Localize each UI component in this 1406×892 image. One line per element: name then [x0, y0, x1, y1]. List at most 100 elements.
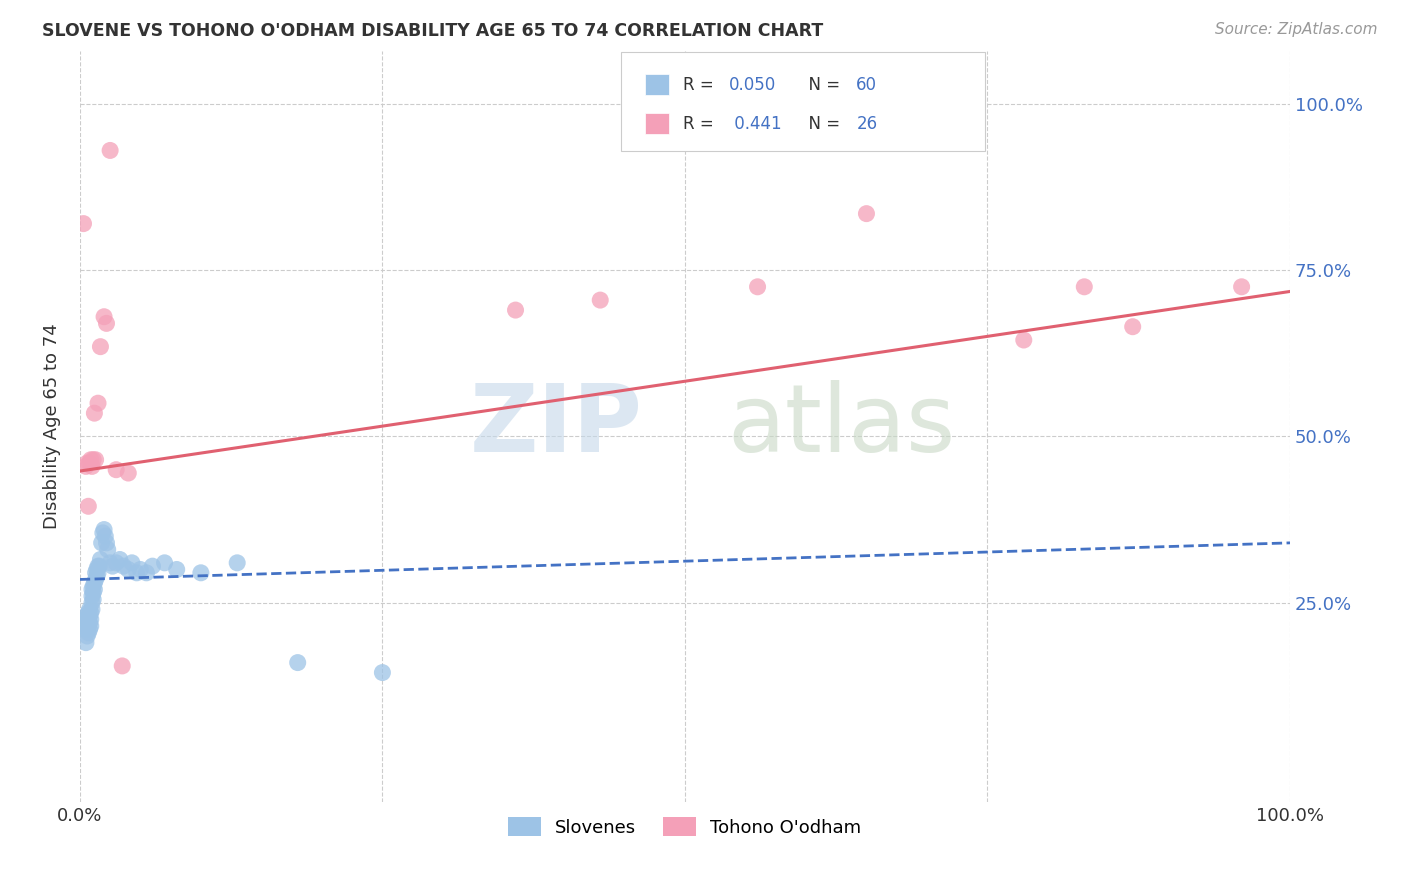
Point — [589, 293, 612, 307]
Point — [86, 562, 108, 576]
Point — [87, 566, 110, 580]
Point — [72, 217, 94, 231]
Point — [98, 144, 121, 158]
Point — [82, 452, 104, 467]
Point — [121, 556, 143, 570]
Point — [90, 536, 112, 550]
Point — [79, 609, 101, 624]
Text: 0.441: 0.441 — [730, 114, 782, 133]
Text: 60: 60 — [856, 76, 877, 94]
Point — [75, 609, 97, 624]
Point — [87, 559, 110, 574]
Text: N =: N = — [799, 114, 845, 133]
Point — [84, 573, 107, 587]
Point — [83, 406, 105, 420]
Point — [1012, 333, 1035, 347]
Text: ZIP: ZIP — [470, 381, 643, 473]
Text: R =: R = — [683, 114, 720, 133]
Point — [98, 556, 121, 570]
Text: Source: ZipAtlas.com: Source: ZipAtlas.com — [1215, 22, 1378, 37]
Text: atlas: atlas — [727, 381, 956, 473]
Point — [1122, 319, 1144, 334]
Point — [76, 629, 98, 643]
Point — [73, 619, 96, 633]
Point — [141, 559, 163, 574]
Point — [80, 452, 103, 467]
Point — [190, 566, 212, 580]
Point — [79, 456, 101, 470]
FancyBboxPatch shape — [645, 113, 669, 134]
Point — [108, 552, 131, 566]
Point — [96, 536, 118, 550]
Text: R =: R = — [683, 76, 720, 94]
Text: 0.050: 0.050 — [730, 76, 776, 94]
Point — [371, 665, 394, 680]
Point — [80, 612, 103, 626]
Point — [166, 562, 188, 576]
Point — [91, 525, 114, 540]
FancyBboxPatch shape — [621, 53, 986, 151]
Point — [80, 619, 103, 633]
Point — [84, 566, 107, 580]
Point — [97, 542, 120, 557]
Point — [80, 582, 103, 597]
Point — [80, 596, 103, 610]
Point — [80, 602, 103, 616]
Point — [83, 575, 105, 590]
Point — [117, 562, 139, 576]
Point — [76, 619, 98, 633]
Point — [505, 303, 527, 318]
Point — [112, 559, 135, 574]
Point — [73, 612, 96, 626]
Point — [93, 523, 115, 537]
Point — [747, 280, 769, 294]
Point — [135, 566, 157, 580]
Point — [80, 606, 103, 620]
Point — [86, 569, 108, 583]
Point — [93, 310, 115, 324]
Point — [1230, 280, 1253, 294]
Point — [82, 586, 104, 600]
Point — [80, 589, 103, 603]
Point — [94, 529, 117, 543]
FancyBboxPatch shape — [645, 74, 669, 95]
Point — [153, 556, 176, 570]
Point — [72, 615, 94, 630]
Point — [105, 556, 128, 570]
Point — [75, 623, 97, 637]
Text: N =: N = — [799, 76, 845, 94]
Legend: Slovenes, Tohono O'odham: Slovenes, Tohono O'odham — [499, 808, 870, 846]
Point — [79, 615, 101, 630]
Point — [77, 500, 100, 514]
Point — [79, 602, 101, 616]
Point — [101, 559, 124, 574]
Point — [125, 566, 148, 580]
Y-axis label: Disability Age 65 to 74: Disability Age 65 to 74 — [44, 324, 60, 529]
Point — [129, 562, 152, 576]
Point — [105, 463, 128, 477]
Point — [77, 606, 100, 620]
Point — [75, 635, 97, 649]
Point — [76, 456, 98, 470]
Point — [111, 659, 134, 673]
Point — [855, 207, 877, 221]
Point — [77, 612, 100, 626]
Point — [87, 396, 110, 410]
Text: 26: 26 — [856, 114, 877, 133]
Point — [89, 340, 111, 354]
Point — [77, 619, 100, 633]
Point — [77, 625, 100, 640]
Text: SLOVENE VS TOHONO O'ODHAM DISABILITY AGE 65 TO 74 CORRELATION CHART: SLOVENE VS TOHONO O'ODHAM DISABILITY AGE… — [42, 22, 824, 40]
Point — [83, 582, 105, 597]
Point — [1073, 280, 1095, 294]
Point — [89, 559, 111, 574]
Point — [75, 459, 97, 474]
Point — [226, 556, 249, 570]
Point — [80, 459, 103, 474]
Point — [96, 317, 118, 331]
Point — [82, 592, 104, 607]
Point — [117, 466, 139, 480]
Point — [84, 452, 107, 467]
Point — [76, 612, 98, 626]
Point — [82, 579, 104, 593]
